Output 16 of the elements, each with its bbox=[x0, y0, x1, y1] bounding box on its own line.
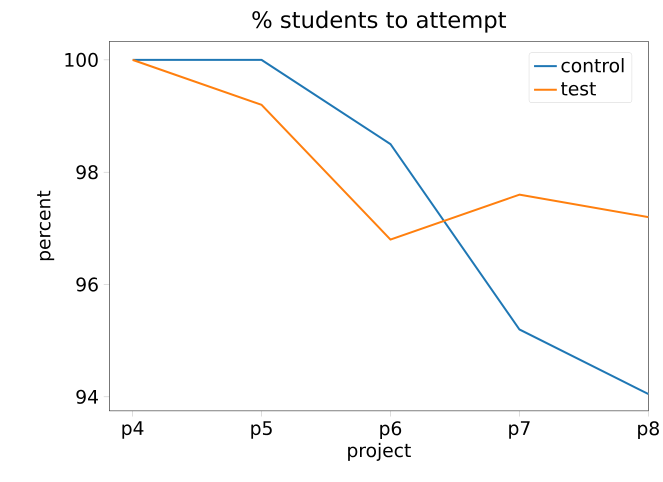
y-tick-label: 100 bbox=[65, 53, 98, 68]
x-tick-label: p4 bbox=[122, 421, 144, 439]
line-series bbox=[132, 59, 648, 396]
x-tick-label: p5 bbox=[251, 421, 272, 439]
x-axis-title: project bbox=[348, 443, 411, 462]
y-tick-label: 96 bbox=[76, 278, 98, 292]
x-tick-label: p6 bbox=[380, 421, 402, 440]
y-tick-label: 98 bbox=[76, 165, 98, 180]
line-series bbox=[132, 59, 648, 241]
legend-label: control bbox=[562, 58, 624, 73]
legend-label: test bbox=[560, 82, 596, 96]
chart-title: % students to attempt bbox=[252, 10, 506, 33]
x-tick-label: p7 bbox=[509, 421, 530, 439]
y-tick-label: 94 bbox=[76, 390, 98, 404]
y-axis-title: percent bbox=[37, 190, 54, 260]
x-tick-label: p8 bbox=[638, 421, 659, 440]
